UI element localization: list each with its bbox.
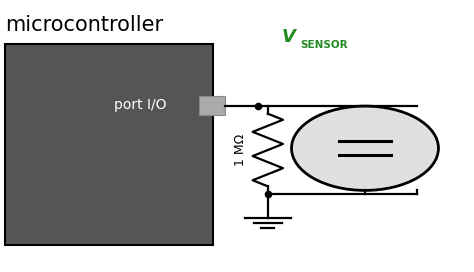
Text: microcontroller: microcontroller bbox=[5, 15, 163, 35]
Text: V: V bbox=[282, 28, 296, 46]
Text: port I/O: port I/O bbox=[114, 98, 166, 112]
Text: SENSOR: SENSOR bbox=[300, 40, 347, 50]
Circle shape bbox=[292, 106, 438, 190]
Text: 1 MΩ: 1 MΩ bbox=[234, 134, 247, 166]
Bar bbox=[5, 44, 213, 245]
Bar bbox=[199, 96, 225, 115]
